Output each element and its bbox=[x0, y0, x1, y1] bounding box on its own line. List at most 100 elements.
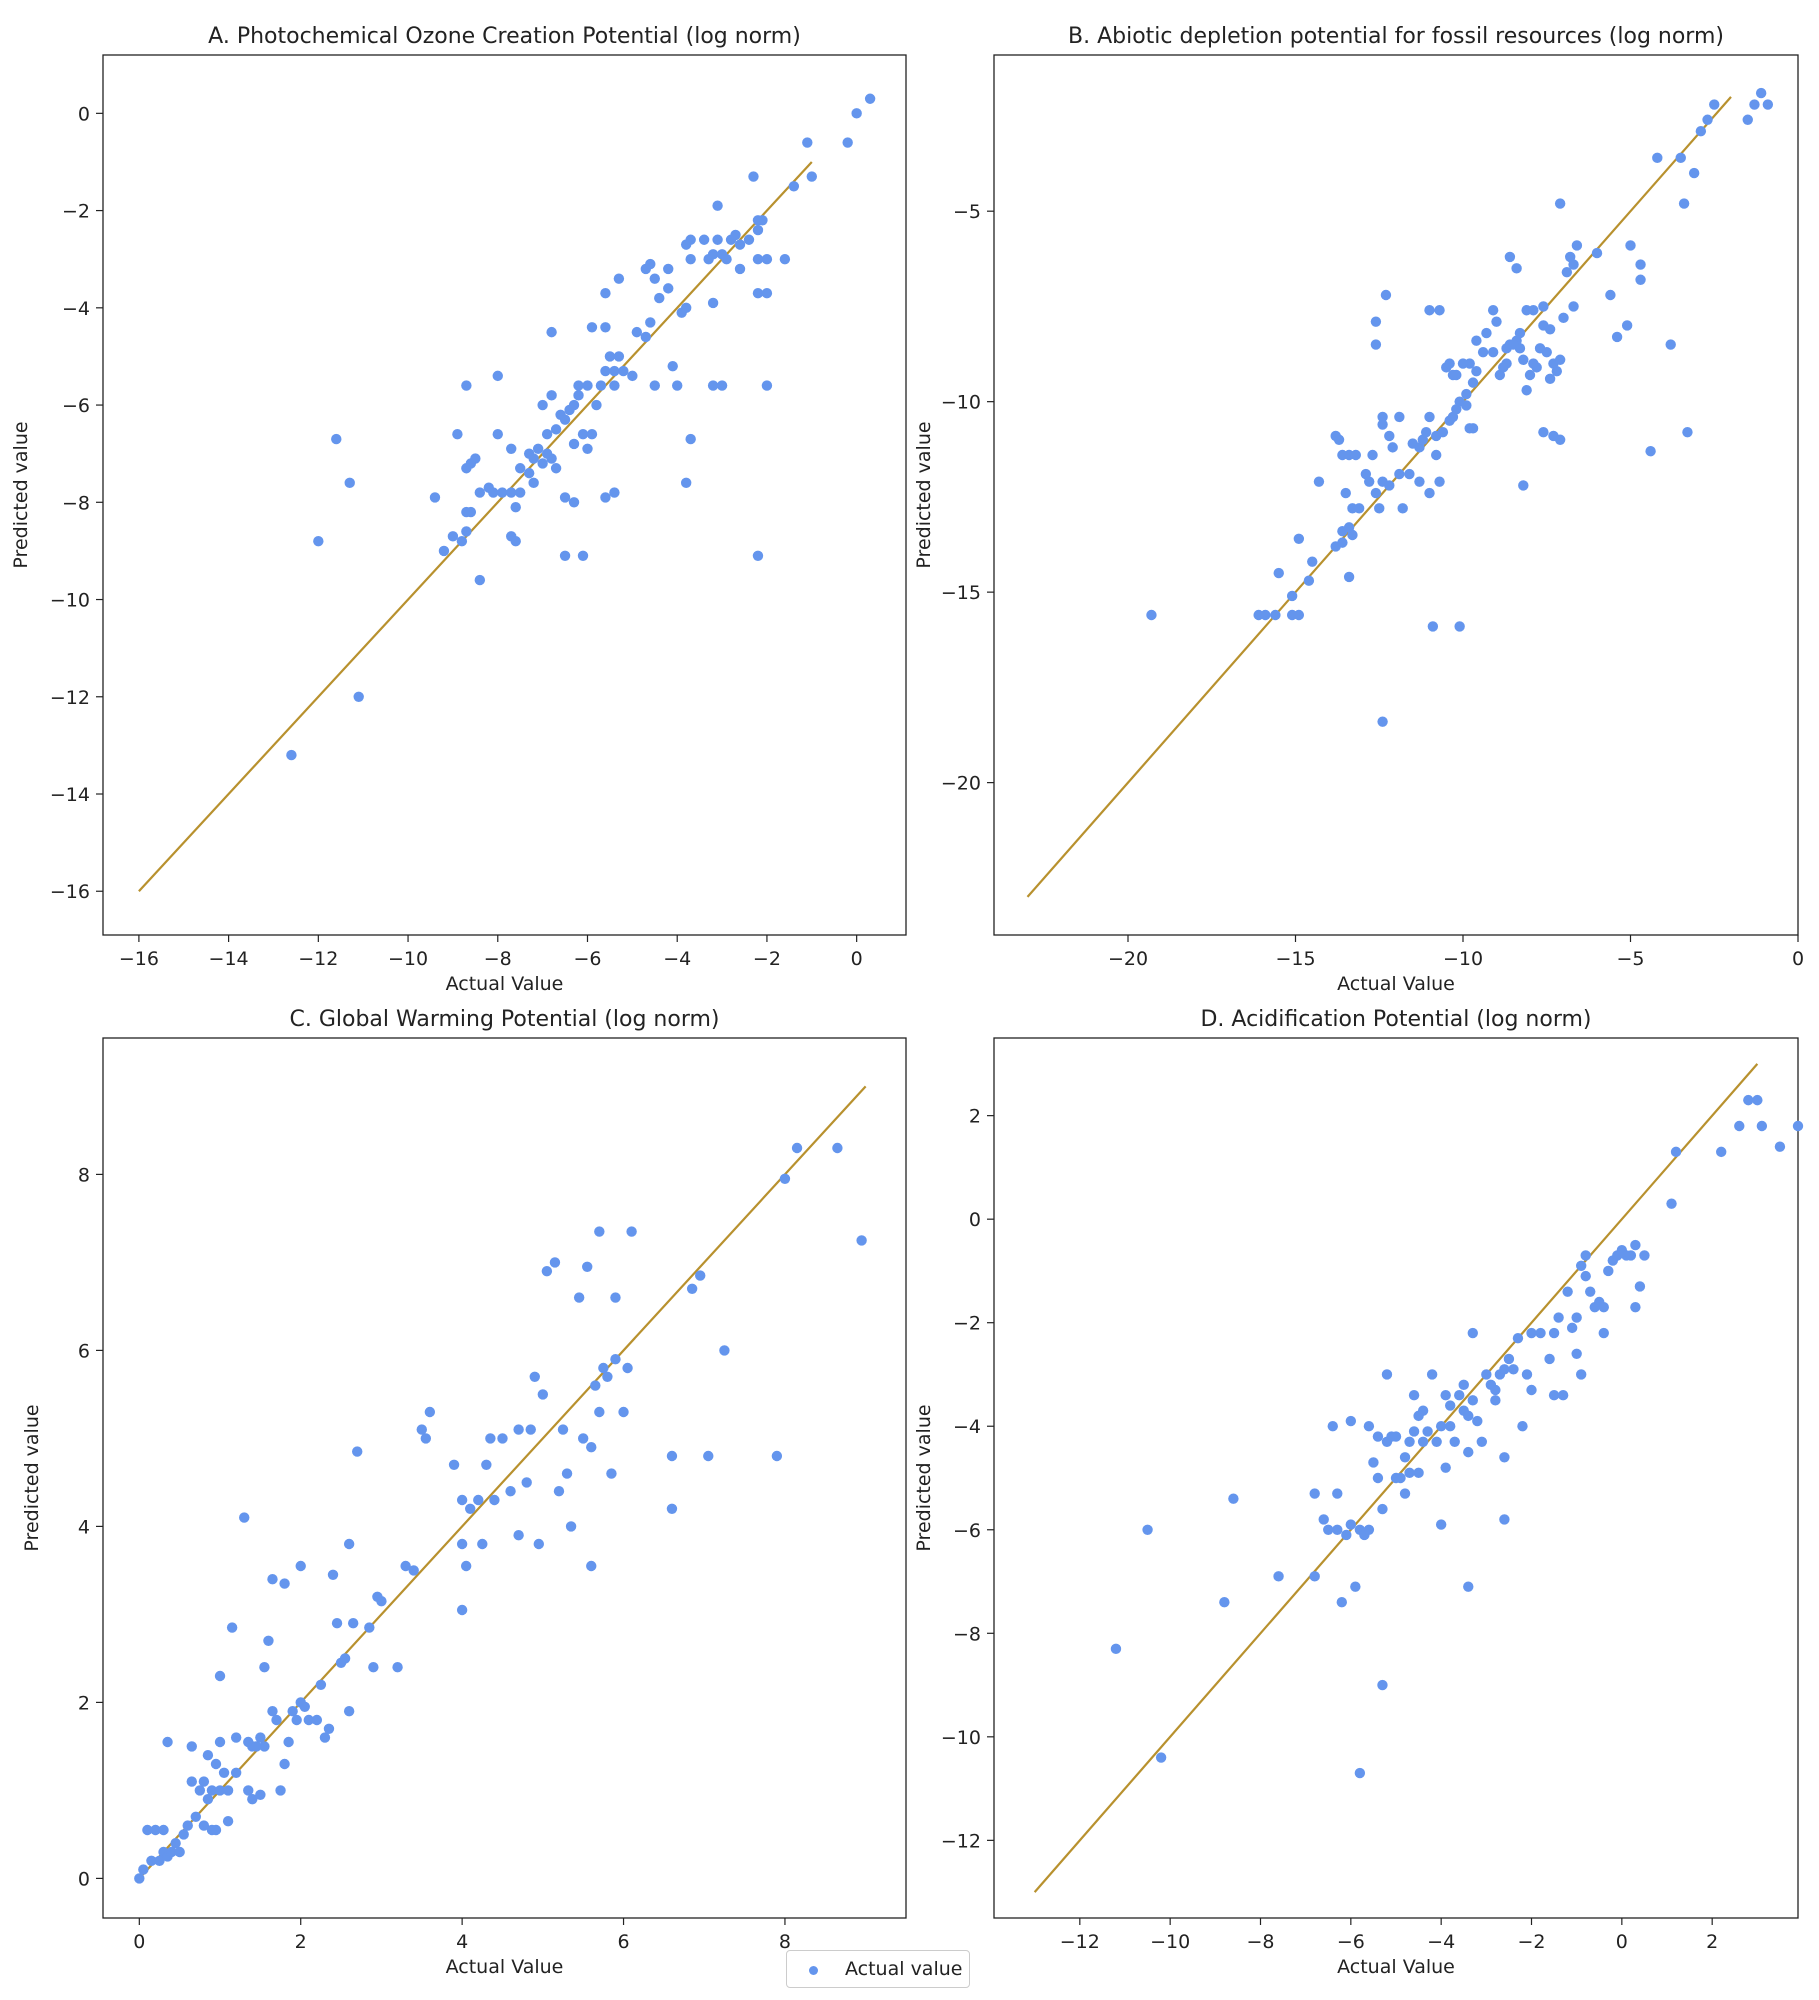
data-point bbox=[1553, 1312, 1564, 1323]
data-point bbox=[1404, 1467, 1415, 1479]
data-point bbox=[1605, 289, 1616, 301]
data-point bbox=[286, 749, 297, 761]
data-point bbox=[1695, 125, 1707, 137]
data-point bbox=[353, 691, 364, 702]
data-point bbox=[748, 171, 759, 182]
data-point bbox=[568, 497, 580, 508]
data-point bbox=[222, 1785, 234, 1796]
data-point bbox=[703, 1450, 714, 1462]
data-point bbox=[752, 550, 764, 561]
x-tick-label: −10 bbox=[388, 948, 428, 970]
data-point bbox=[1461, 400, 1472, 411]
data-point bbox=[420, 1433, 432, 1444]
data-point bbox=[752, 224, 764, 236]
data-point bbox=[1309, 1571, 1320, 1582]
y-tick-label: 0 bbox=[969, 1209, 981, 1231]
data-point bbox=[600, 322, 611, 333]
y-tick-label: −4 bbox=[953, 1416, 981, 1438]
data-point bbox=[506, 487, 517, 498]
data-point bbox=[474, 574, 486, 586]
y-tick-label: −2 bbox=[953, 1313, 981, 1335]
data-point bbox=[686, 1283, 698, 1295]
data-point bbox=[1377, 419, 1388, 430]
data-point bbox=[461, 380, 472, 391]
data-point bbox=[1548, 1327, 1560, 1339]
data-point bbox=[1397, 503, 1408, 514]
data-point bbox=[568, 399, 580, 411]
data-point bbox=[1444, 358, 1455, 369]
y-tick-label: −6 bbox=[953, 1520, 981, 1542]
data-point bbox=[1458, 1379, 1469, 1391]
data-point bbox=[489, 1494, 500, 1506]
data-point bbox=[1716, 1146, 1727, 1158]
data-point bbox=[618, 1406, 629, 1418]
data-point bbox=[1408, 1426, 1420, 1437]
data-point bbox=[672, 380, 683, 391]
data-point bbox=[666, 1503, 678, 1515]
data-point bbox=[513, 1424, 524, 1435]
data-point bbox=[1755, 87, 1767, 99]
data-point bbox=[631, 326, 643, 338]
data-point bbox=[695, 1270, 706, 1281]
data-point bbox=[842, 137, 853, 148]
data-point bbox=[1463, 1446, 1474, 1458]
data-point bbox=[1678, 198, 1690, 209]
data-point bbox=[1535, 1327, 1546, 1339]
data-point bbox=[1585, 1286, 1596, 1297]
data-point bbox=[1635, 274, 1646, 285]
data-point bbox=[1665, 339, 1676, 350]
data-point bbox=[1554, 198, 1566, 209]
data-point bbox=[295, 1560, 306, 1572]
data-point bbox=[1424, 305, 1435, 316]
data-point bbox=[1445, 1421, 1456, 1432]
data-point bbox=[515, 487, 526, 498]
data-point bbox=[456, 1604, 468, 1616]
data-point bbox=[1490, 1384, 1501, 1396]
data-point bbox=[1333, 434, 1345, 445]
data-point bbox=[1270, 609, 1281, 621]
data-point bbox=[190, 1811, 202, 1823]
data-point bbox=[557, 1424, 569, 1435]
data-point bbox=[1472, 1415, 1483, 1427]
data-point bbox=[198, 1820, 210, 1831]
data-point bbox=[771, 1450, 783, 1462]
data-point bbox=[528, 453, 539, 464]
data-point bbox=[1551, 365, 1563, 377]
data-point bbox=[541, 429, 553, 440]
data-point bbox=[743, 234, 755, 245]
data-point bbox=[1499, 1452, 1510, 1463]
data-point bbox=[1377, 411, 1388, 423]
data-point bbox=[465, 506, 477, 518]
y-tick-label: 0 bbox=[78, 103, 90, 125]
data-point bbox=[523, 467, 535, 479]
data-point bbox=[721, 253, 732, 265]
data-point bbox=[230, 1767, 242, 1779]
y-tick-label: 2 bbox=[969, 1106, 981, 1128]
data-point bbox=[1571, 240, 1583, 251]
data-point bbox=[319, 1732, 331, 1743]
data-point bbox=[1561, 266, 1573, 278]
data-point bbox=[1666, 1198, 1677, 1209]
data-point bbox=[626, 1226, 637, 1237]
data-point bbox=[448, 1459, 460, 1471]
y-tick-label: 6 bbox=[78, 1340, 90, 1362]
data-point bbox=[255, 1732, 266, 1743]
data-point bbox=[591, 399, 602, 411]
data-point bbox=[1688, 167, 1700, 179]
data-point bbox=[1792, 1120, 1804, 1132]
data-point bbox=[856, 1235, 867, 1246]
data-point bbox=[1414, 476, 1425, 487]
data-point bbox=[1709, 99, 1720, 110]
data-point bbox=[609, 380, 620, 391]
data-point bbox=[1562, 1286, 1573, 1297]
data-point bbox=[1364, 476, 1375, 487]
data-point bbox=[1625, 1250, 1637, 1261]
data-point bbox=[1447, 369, 1459, 381]
data-point bbox=[239, 1512, 250, 1523]
y-axis-label: Predicted value bbox=[10, 421, 32, 568]
data-point bbox=[1463, 1581, 1474, 1592]
data-point bbox=[1390, 1472, 1402, 1484]
x-tick-label: 4 bbox=[456, 1931, 468, 1953]
data-point bbox=[546, 390, 557, 401]
data-point bbox=[734, 263, 746, 275]
